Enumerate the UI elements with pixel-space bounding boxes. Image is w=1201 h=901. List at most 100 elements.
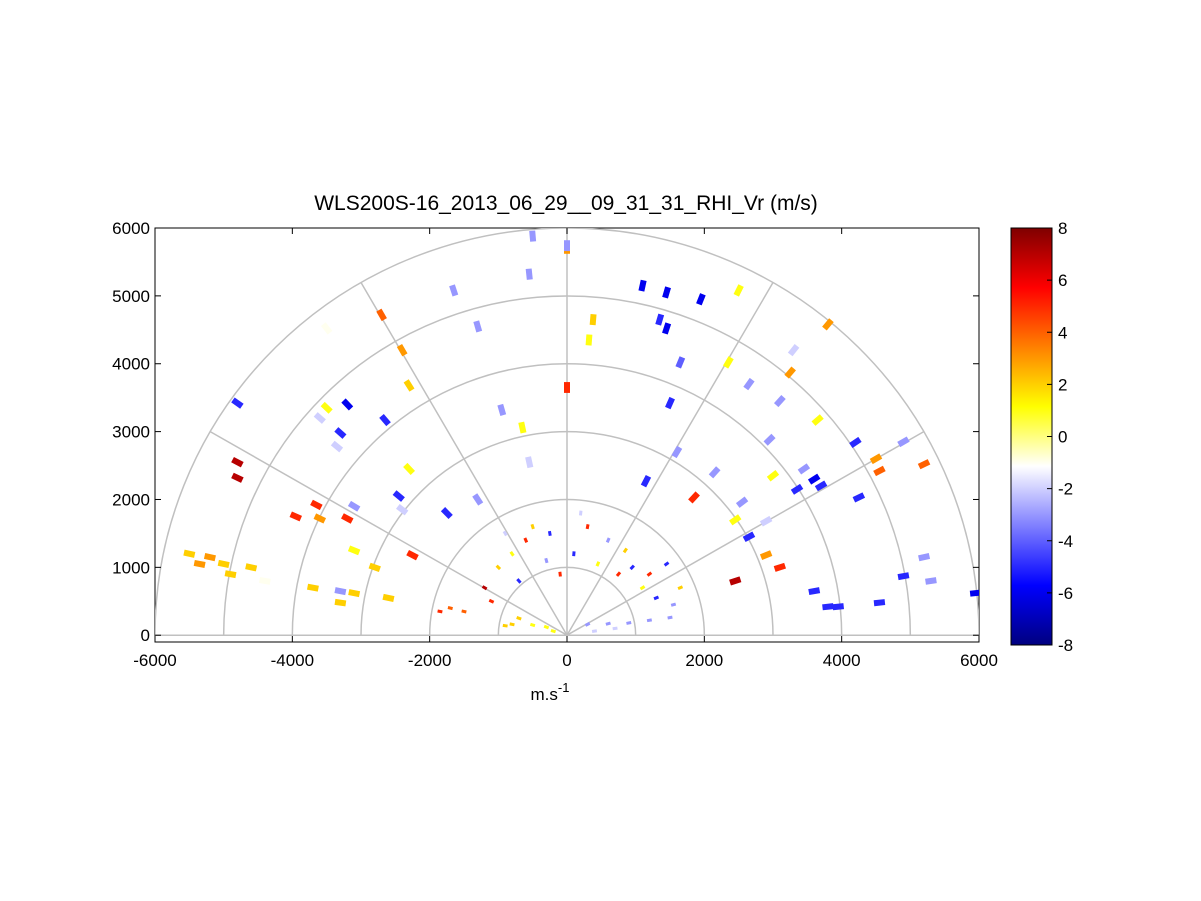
velocity-point [784,366,796,379]
velocity-point [379,413,391,427]
velocity-point [330,440,344,453]
y-tick-label: 6000 [112,219,150,238]
velocity-point [578,510,583,516]
velocity-point [723,356,734,369]
velocity-point [481,585,488,591]
velocity-point [629,564,635,571]
colorbar-tick-label: 2 [1058,375,1067,394]
colorbar-ticks: 8 6 4 2 0 -2 -4 -6 -8 [1047,219,1073,655]
velocity-point [640,474,652,488]
velocity-point [822,318,834,331]
velocity-point [591,629,598,633]
velocity-point [646,571,653,577]
velocity-point [313,513,327,524]
velocity-point [258,576,271,585]
velocity-point [662,286,671,299]
velocity-point [605,621,611,626]
velocity-point [852,492,866,503]
velocity-point [832,603,845,611]
chart-title: WLS200S-16_2013_06_29__09_31_31_RHI_Vr (… [314,192,818,215]
velocity-point [396,343,408,357]
velocity-point [595,561,601,567]
velocity-point [897,572,910,581]
velocity-point [320,401,333,414]
velocity-point [231,397,244,409]
velocity-point [849,436,862,449]
velocity-point [224,570,237,579]
velocity-point [742,531,756,543]
velocity-point [334,587,347,596]
velocity-point [516,578,522,584]
velocity-point [790,483,804,495]
y-tick-label: 2000 [112,490,150,509]
velocity-point [530,523,535,530]
velocity-point [376,308,387,322]
colorbar-tick-label: 8 [1058,219,1067,238]
x-tick-label: 6000 [960,651,998,670]
velocity-point [509,622,515,627]
velocity-point [696,293,706,306]
x-tick-label: 0 [562,651,571,670]
velocity-point [525,268,533,280]
velocity-point [671,445,683,459]
velocity-point [797,463,811,475]
x-tick-label: -4000 [271,651,314,670]
velocity-point [558,571,562,577]
velocity-point [589,313,597,326]
velocity-point [729,514,742,526]
colorbar-tick-label: 6 [1058,271,1067,290]
velocity-point [473,320,483,333]
velocity-point [461,609,467,614]
velocity-point [334,598,347,607]
colorbar-tick-label: -2 [1058,480,1073,499]
velocity-point [523,537,529,543]
velocity-point [231,456,244,468]
velocity-point [320,322,333,335]
velocity-point [733,284,744,297]
colorbar-tick-label: -8 [1058,636,1073,655]
velocity-point [615,571,622,577]
velocity-point [766,470,780,482]
velocity-point [348,589,361,598]
velocity-point [193,559,206,568]
velocity-point [662,322,672,335]
velocity-point [509,550,515,557]
velocity-point [667,615,673,620]
velocity-point [472,493,484,506]
velocity-point [516,616,522,621]
y-tick-label: 4000 [112,355,150,374]
velocity-point [217,559,230,569]
velocity-point [670,602,677,607]
velocity-point [969,589,979,597]
velocity-point [708,466,721,479]
velocity-point [347,500,361,512]
velocity-point [310,499,323,511]
velocity-point [626,621,632,625]
velocity-point [203,553,216,562]
velocity-point [518,421,527,434]
velocity-point [759,550,773,560]
velocity-point [773,395,786,408]
velocity-point [396,503,409,516]
x-tick-label: -6000 [133,651,176,670]
y-tick-label: 3000 [112,423,150,442]
velocity-point [368,562,381,572]
velocity-point [584,621,591,627]
velocity-point [497,403,507,416]
velocity-point [735,496,749,508]
velocity-point [341,398,354,411]
velocity-point [638,279,647,292]
velocity-point [183,549,196,558]
velocity-point [289,511,302,522]
x-tick-label: 2000 [685,651,723,670]
velocity-point [918,553,931,562]
velocity-point [543,624,550,630]
velocity-point [665,396,675,410]
velocity-point [688,491,700,504]
colorbar-tick-label: -4 [1058,532,1073,551]
velocity-point [334,427,347,439]
velocity-point [808,587,821,596]
velocity-point [245,563,258,572]
colorbar [1010,227,1053,646]
